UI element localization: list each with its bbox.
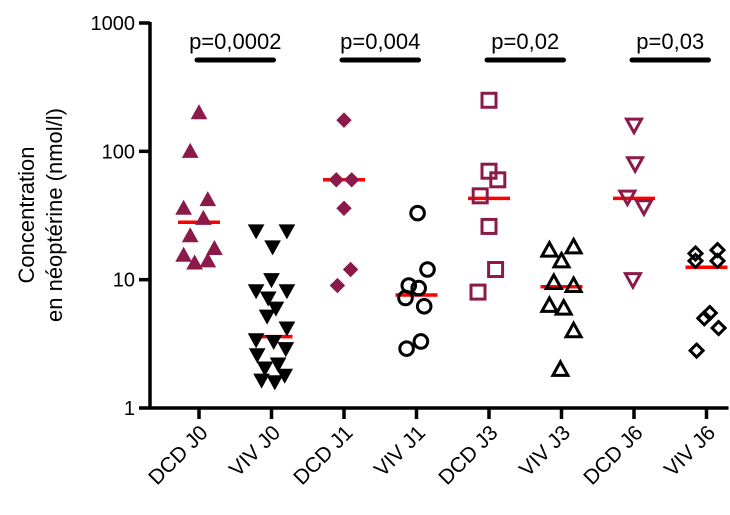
data-point: [563, 236, 584, 255]
data-point: [248, 348, 266, 364]
data-point: [553, 297, 574, 316]
data-point: [617, 189, 638, 208]
y-axis-title: Concentration en néoptérine (nmol/l): [14, 108, 67, 322]
data-point: [266, 375, 284, 391]
data-point: [487, 261, 505, 279]
y-tick-label: 1000: [91, 13, 136, 35]
p-value-label: p=0,03: [636, 29, 704, 54]
x-tick-label: VIV J6: [660, 421, 720, 481]
y-axis-title-line-2: en néoptérine (nmol/l): [42, 108, 67, 322]
data-point: [278, 284, 296, 300]
data-point: [539, 239, 560, 258]
data-point: [342, 261, 359, 278]
data-point: [265, 334, 283, 350]
data-point: [695, 309, 713, 327]
data-point: [247, 284, 265, 300]
data-point: [480, 217, 498, 235]
p-value-label: p=0,0002: [189, 29, 281, 54]
data-point: [563, 320, 584, 339]
data-point: [480, 162, 498, 180]
data-point: [412, 333, 430, 350]
data-point: [410, 279, 428, 297]
data-point: [206, 239, 223, 255]
data-point: [471, 187, 489, 205]
data-point: [253, 373, 270, 389]
data-point: [181, 227, 199, 243]
data-point: [190, 104, 208, 120]
data-point: [623, 117, 645, 136]
data-point: [625, 156, 646, 175]
y-tick-label: 1: [124, 398, 135, 420]
data-point: [708, 241, 727, 259]
data-point: [175, 199, 192, 215]
data-point: [686, 252, 705, 270]
data-point: [343, 172, 360, 188]
x-tick-label: DCD J3: [434, 421, 502, 489]
data-point: [259, 291, 277, 307]
data-point: [419, 261, 436, 278]
data-point: [278, 224, 296, 240]
median-lines: [178, 178, 728, 339]
data-point: [409, 204, 426, 222]
data-point: [199, 252, 217, 268]
data-point: [263, 273, 280, 289]
data-point: [175, 246, 192, 262]
data-point: [398, 340, 415, 357]
data-point: [539, 294, 560, 313]
data-point: [328, 172, 345, 188]
data-point: [709, 319, 728, 337]
x-tick-label: DCD J6: [579, 421, 647, 489]
data-point: [277, 342, 295, 358]
data-point: [708, 252, 727, 270]
y-axis-title-line-1: Concentration: [14, 147, 39, 284]
x-tick-label: VIV J0: [225, 421, 285, 481]
data-point: [267, 301, 285, 317]
data-point: [550, 358, 571, 377]
data-point: [686, 244, 705, 263]
data-point: [336, 112, 352, 128]
data-point: [480, 91, 498, 109]
data-point: [563, 274, 584, 294]
p-value-annotations: p=0,0002 p=0,004 p=0,02 p=0,03: [189, 29, 711, 63]
x-tick-label: DCD J0: [144, 421, 212, 489]
data-point: [687, 341, 706, 360]
data-point: [256, 361, 274, 377]
data-point: [269, 357, 287, 373]
x-tick-label: VIV J3: [515, 421, 575, 481]
data-point: [633, 199, 654, 218]
data-points: [175, 91, 728, 391]
data-point: [329, 277, 346, 294]
p-value-label: p=0,02: [491, 29, 559, 54]
data-point: [278, 321, 296, 337]
data-point: [247, 224, 265, 240]
data-point: [258, 309, 276, 325]
data-point: [489, 171, 507, 189]
axes: 1 10 100 1000 DCD J0 VIV J0 DCD J1 VIV J1 DCD J3…: [91, 13, 729, 490]
x-tick-label: VIV J1: [370, 421, 430, 481]
data-point: [186, 254, 203, 270]
data-point: [199, 191, 217, 207]
p-value-label: p=0,004: [340, 29, 420, 54]
data-point: [469, 283, 487, 301]
data-point: [336, 200, 352, 216]
data-point: [264, 240, 281, 256]
y-tick-label: 100: [102, 141, 135, 163]
data-point: [181, 142, 199, 158]
data-point: [195, 209, 212, 225]
data-point: [415, 298, 433, 315]
x-tick-label: DCD J1: [289, 421, 357, 489]
data-point: [551, 250, 572, 269]
y-tick-label: 10: [113, 270, 135, 292]
data-point: [622, 272, 643, 291]
data-point: [397, 289, 414, 307]
data-point: [543, 271, 564, 291]
data-point: [247, 333, 265, 349]
